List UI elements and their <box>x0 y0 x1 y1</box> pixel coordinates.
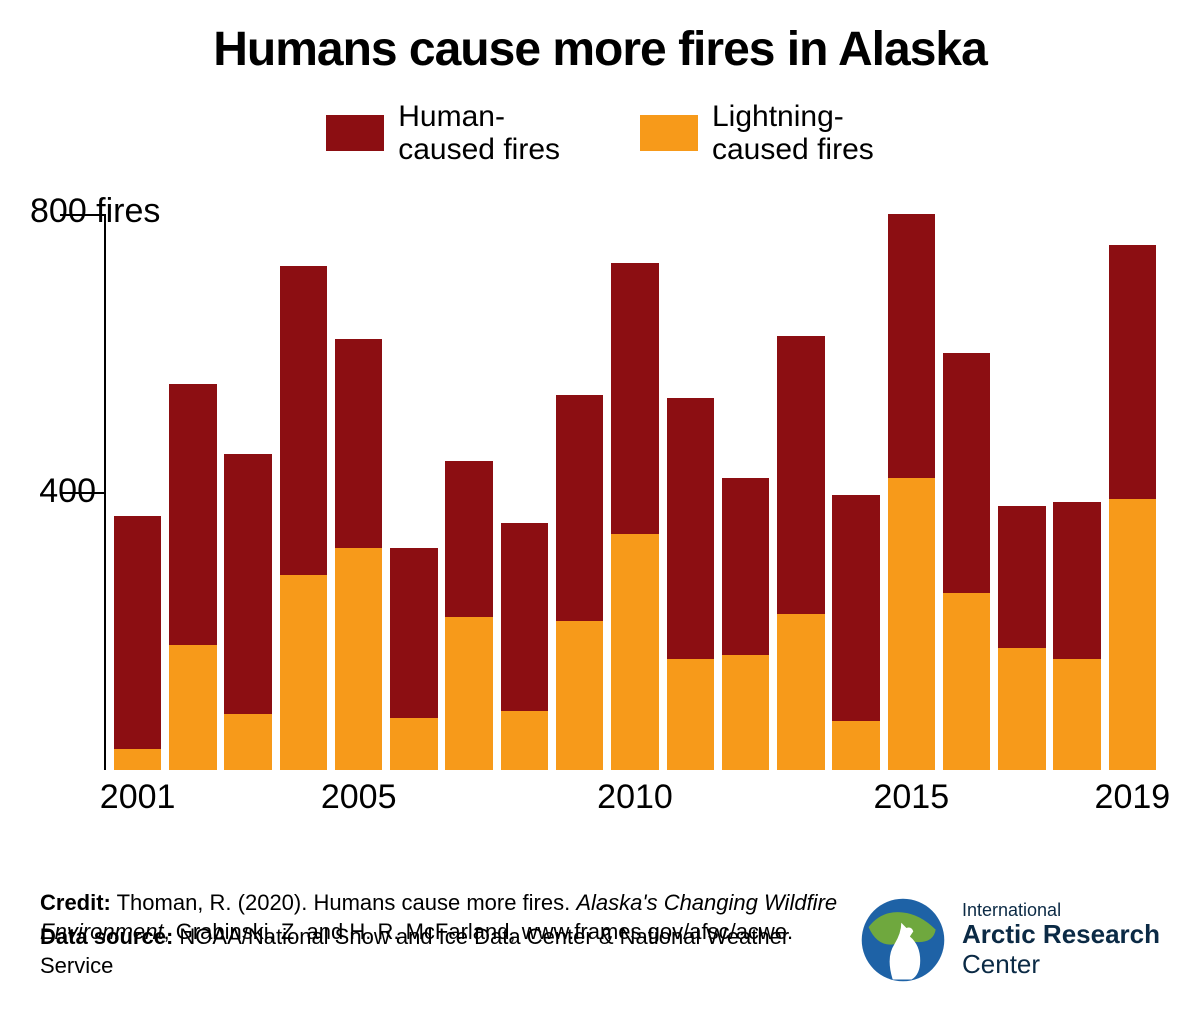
bar <box>114 516 162 770</box>
logo-text: International Arctic Research Center <box>962 900 1160 980</box>
data-source-label: Data source: <box>40 924 173 949</box>
bar-segment-lightning <box>280 575 328 770</box>
bar-segment-lightning <box>1109 499 1157 770</box>
bar-segment-lightning <box>445 617 493 770</box>
bar-segment-lightning <box>1053 659 1101 770</box>
bar-segment-lightning <box>888 478 936 770</box>
credit-text-1: Thoman, R. (2020). Humans cause more fir… <box>111 890 576 915</box>
bar-segment-lightning <box>667 659 715 770</box>
legend-swatch-lightning <box>640 115 698 151</box>
bar-segment-human <box>390 548 438 718</box>
bar-segment-lightning <box>224 714 272 770</box>
legend-label-human: Human- caused fires <box>398 100 560 166</box>
legend-swatch-human <box>326 115 384 151</box>
bar-segment-lightning <box>335 548 383 770</box>
legend-item-human: Human- caused fires <box>326 100 560 166</box>
bar-segment-human <box>556 395 604 621</box>
bar <box>777 336 825 770</box>
bar-segment-human <box>777 336 825 614</box>
bar <box>667 398 715 770</box>
legend-label-lightning: Lightning- caused fires <box>712 100 874 166</box>
bar-segment-human <box>722 478 770 655</box>
bar-segment-lightning <box>390 718 438 770</box>
bar-segment-human <box>832 495 880 721</box>
bar-segment-lightning <box>777 614 825 770</box>
x-tick-label: 2019 <box>1095 778 1171 817</box>
bar-segment-lightning <box>556 621 604 770</box>
bar-segment-lightning <box>114 749 162 770</box>
x-tick-label: 2005 <box>321 778 397 817</box>
bar <box>501 523 549 770</box>
bar-segment-lightning <box>943 593 991 770</box>
iarc-logo: International Arctic Research Center <box>860 897 1160 983</box>
bar-segment-lightning <box>611 534 659 770</box>
bar-segment-human <box>335 339 383 548</box>
bar <box>445 461 493 770</box>
logo-line-3: Center <box>962 950 1160 980</box>
bar <box>1053 502 1101 770</box>
x-tick-label: 2001 <box>100 778 176 817</box>
bar <box>169 384 217 770</box>
logo-line-2: Arctic Research <box>962 920 1160 950</box>
bar-segment-human <box>280 266 328 575</box>
bar-segment-human <box>1109 245 1157 499</box>
bar-segment-human <box>169 384 217 645</box>
bar <box>390 548 438 770</box>
bar-segment-human <box>888 214 936 478</box>
logo-line-1: International <box>962 900 1160 921</box>
bar-segment-human <box>611 263 659 534</box>
bar <box>280 266 328 770</box>
bar <box>943 353 991 770</box>
credit-label: Credit: <box>40 890 111 915</box>
plot-area <box>110 200 1160 770</box>
bar <box>335 339 383 770</box>
chart-title: Humans cause more fires in Alaska <box>0 22 1200 77</box>
bar-segment-lightning <box>722 655 770 770</box>
bar <box>1109 245 1157 770</box>
bar <box>998 506 1046 770</box>
bar-segment-human <box>943 353 991 593</box>
legend: Human- caused fires Lightning- caused fi… <box>0 100 1200 166</box>
legend-item-lightning: Lightning- caused fires <box>640 100 874 166</box>
bar-segment-human <box>501 523 549 711</box>
bar-segment-human <box>114 516 162 749</box>
y-axis-line <box>104 214 106 770</box>
data-source-block: Data source: NOAA/National Snow and Ice … <box>40 922 860 981</box>
bar <box>556 395 604 770</box>
globe-icon <box>860 897 946 983</box>
bar-segment-human <box>445 461 493 617</box>
bar <box>832 495 880 770</box>
chart-area: 40020012005201020152019 <box>110 200 1160 770</box>
x-tick-label: 2010 <box>597 778 673 817</box>
bar-segment-human <box>667 398 715 659</box>
y-tick-label: 400 <box>39 472 96 511</box>
bar <box>888 214 936 770</box>
x-tick-label: 2015 <box>873 778 949 817</box>
bar-segment-lightning <box>169 645 217 770</box>
bar-segment-human <box>1053 502 1101 658</box>
bar-segment-lightning <box>998 648 1046 770</box>
bar-segment-human <box>224 454 272 715</box>
bar <box>611 263 659 770</box>
bar <box>224 454 272 770</box>
bar-segment-human <box>998 506 1046 649</box>
bar-segment-lightning <box>832 721 880 770</box>
y-tick <box>60 214 104 216</box>
bar <box>722 478 770 770</box>
bar-segment-lightning <box>501 711 549 770</box>
